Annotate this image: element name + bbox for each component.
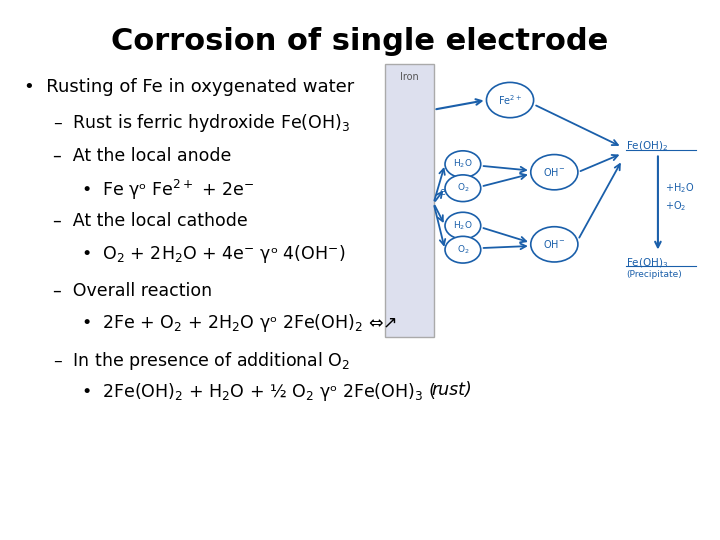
Text: Iron: Iron xyxy=(400,72,418,82)
Circle shape xyxy=(487,83,534,118)
Text: –  At the local cathode: – At the local cathode xyxy=(53,212,248,230)
Text: H$_2$O: H$_2$O xyxy=(453,219,473,232)
Circle shape xyxy=(445,237,481,263)
Text: OH$^{-}$: OH$^{-}$ xyxy=(544,166,565,178)
Text: rust): rust) xyxy=(431,381,472,399)
Text: –  Overall reaction: – Overall reaction xyxy=(53,282,212,300)
Text: •  Fe γᵒ Fe$^{2+}$ + 2e$^{-}$: • Fe γᵒ Fe$^{2+}$ + 2e$^{-}$ xyxy=(81,178,254,201)
Text: –  In the presence of additional O$_2$: – In the presence of additional O$_2$ xyxy=(53,350,350,372)
Text: e$^{-}$: e$^{-}$ xyxy=(439,187,452,198)
Text: Fe$^{2+}$: Fe$^{2+}$ xyxy=(498,93,522,107)
Text: •  Rusting of Fe in oxygenated water: • Rusting of Fe in oxygenated water xyxy=(24,78,354,96)
Text: Corrosion of single electrode: Corrosion of single electrode xyxy=(112,27,608,56)
Text: O$_2$: O$_2$ xyxy=(456,182,469,194)
Text: O$_2$: O$_2$ xyxy=(456,244,469,256)
Circle shape xyxy=(531,154,578,190)
Bar xyxy=(385,64,433,337)
Text: –  At the local anode: – At the local anode xyxy=(53,147,231,165)
Circle shape xyxy=(445,212,481,239)
Text: +H$_2$O
+O$_2$: +H$_2$O +O$_2$ xyxy=(665,181,695,213)
Text: (Precipitate): (Precipitate) xyxy=(626,270,682,279)
Text: •  2Fe + O$_2$ + 2H$_2$O γᵒ 2Fe(OH)$_2$ ⇔↗: • 2Fe + O$_2$ + 2H$_2$O γᵒ 2Fe(OH)$_2$ ⇔… xyxy=(81,312,397,334)
Text: –  Rust is ferric hydroxide Fe(OH)$_3$: – Rust is ferric hydroxide Fe(OH)$_3$ xyxy=(53,112,350,134)
Text: •  2Fe(OH)$_2$ + H$_2$O + ½ O$_2$ γᵒ 2Fe(OH)$_3$ (: • 2Fe(OH)$_2$ + H$_2$O + ½ O$_2$ γᵒ 2Fe(… xyxy=(81,381,436,403)
Circle shape xyxy=(445,175,481,201)
Text: •  O$_2$ + 2H$_2$O + 4e$^{-}$ γᵒ 4(OH$^{-}$): • O$_2$ + 2H$_2$O + 4e$^{-}$ γᵒ 4(OH$^{-… xyxy=(81,243,346,265)
Text: H$_2$O: H$_2$O xyxy=(453,158,473,171)
Text: OH$^{-}$: OH$^{-}$ xyxy=(544,238,565,251)
Circle shape xyxy=(445,151,481,178)
Circle shape xyxy=(531,227,578,262)
Text: Fe(OH)$_3$: Fe(OH)$_3$ xyxy=(626,256,668,270)
Text: Fe(OH)$_2$: Fe(OH)$_2$ xyxy=(626,140,668,153)
